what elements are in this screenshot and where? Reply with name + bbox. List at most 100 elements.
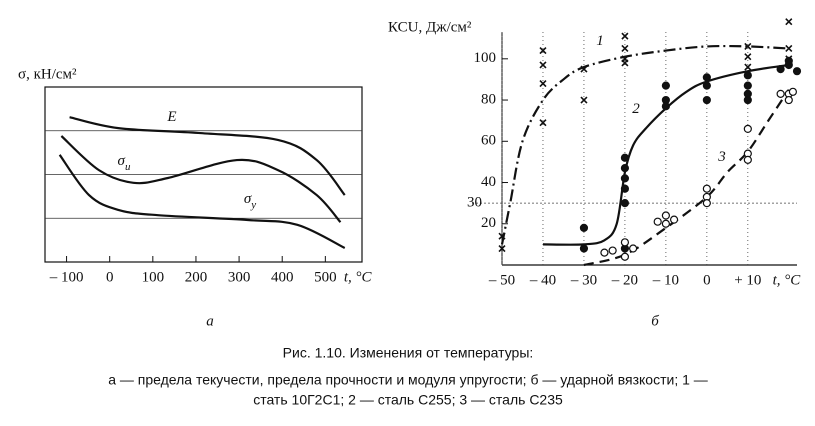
curve-label: σy xyxy=(244,191,256,210)
curve-label-subscript: и xyxy=(125,161,131,173)
x-tick-label: – 10 xyxy=(652,272,679,288)
x-tick-label: – 40 xyxy=(529,272,556,288)
circle-marker xyxy=(653,217,662,226)
curve xyxy=(58,154,346,249)
x-tick-label: 500 xyxy=(314,269,337,285)
curve-label-subscript: y xyxy=(250,199,256,211)
cross-marker xyxy=(744,42,752,50)
dot-marker xyxy=(702,81,711,90)
y-tick-label: 80 xyxy=(481,91,496,107)
cross-marker xyxy=(621,32,629,40)
caption-line: стать 10Г2С1; 2 — сталь С255; 3 — сталь … xyxy=(253,392,563,408)
cross-marker xyxy=(621,59,629,67)
dot-marker xyxy=(702,73,711,82)
caption-line: а — предела текучести, предела прочности… xyxy=(108,372,708,388)
dot-marker xyxy=(620,163,630,173)
y-tick-label: 40 xyxy=(481,174,496,190)
dot-marker xyxy=(702,95,711,105)
y-axis-label: КСU, Дж/см² xyxy=(388,19,472,35)
cross-marker xyxy=(539,119,547,127)
cross-marker xyxy=(539,61,547,69)
dot-marker xyxy=(743,95,752,105)
dot-marker xyxy=(620,174,630,183)
x-tick-label: 300 xyxy=(228,269,251,285)
circle-marker xyxy=(702,199,711,208)
cross-marker xyxy=(744,53,752,61)
curve-label: E xyxy=(166,109,176,125)
y-tick-label: 20 xyxy=(481,215,496,231)
circle-marker xyxy=(608,246,617,255)
dot-marker xyxy=(661,81,670,90)
dot-marker xyxy=(784,60,793,70)
x-tick-label: – 50 xyxy=(488,272,515,288)
x-tick-label: 200 xyxy=(185,269,208,285)
cross-marker xyxy=(539,46,547,55)
panel-label: б xyxy=(651,313,659,329)
y-axis-label: σ, кН/см² xyxy=(18,66,77,82)
circle-marker xyxy=(669,215,679,224)
curve-label: 3 xyxy=(717,149,726,165)
dot-marker xyxy=(743,81,752,90)
cross-marker xyxy=(580,96,588,104)
caption-title: Рис. 1.10. Изменения от температуры: xyxy=(283,345,534,361)
curve-label-text: σ xyxy=(118,153,126,169)
circle-marker xyxy=(620,252,630,261)
x-tick-label: 0 xyxy=(106,269,114,285)
circle-marker xyxy=(600,248,609,257)
x-tick-label: – 30 xyxy=(570,272,597,288)
curve-label-text: 1 xyxy=(596,33,604,49)
curve-label: 1 xyxy=(596,33,604,49)
cross-marker xyxy=(580,65,588,73)
dot-marker xyxy=(579,223,589,232)
x-tick-label: – 100 xyxy=(49,269,84,285)
dot-marker xyxy=(620,184,630,193)
dot-marker xyxy=(743,71,752,80)
curve-label-text: 3 xyxy=(717,149,726,165)
dot-marker xyxy=(579,244,589,253)
x-tick-label: 0 xyxy=(703,272,711,288)
x-tick-label: 400 xyxy=(271,269,294,285)
x-tick-label: 100 xyxy=(142,269,165,285)
circle-marker xyxy=(743,155,752,164)
curve xyxy=(542,63,789,246)
circle-marker xyxy=(620,238,630,247)
cross-marker xyxy=(539,79,547,88)
curve-label: 2 xyxy=(632,101,640,117)
reference-label: 30 xyxy=(467,195,482,211)
cross-marker xyxy=(498,232,506,240)
panel-label: а xyxy=(206,313,214,329)
dot-marker xyxy=(661,102,670,111)
dot-marker xyxy=(792,67,802,76)
cross-marker xyxy=(498,244,506,253)
cross-marker xyxy=(785,18,793,26)
curve xyxy=(583,89,790,267)
circle-marker xyxy=(784,95,793,105)
cross-marker xyxy=(744,63,752,71)
dot-marker xyxy=(620,153,630,162)
dot-marker xyxy=(620,199,630,208)
x-axis-label: t, °C xyxy=(773,272,802,288)
curve xyxy=(60,135,342,223)
circle-marker xyxy=(661,211,670,220)
circle-marker xyxy=(702,184,711,193)
x-tick-label: – 20 xyxy=(611,272,638,288)
dot-marker xyxy=(776,65,785,74)
x-axis-label: t, °C xyxy=(344,269,373,285)
curve xyxy=(69,116,346,196)
y-tick-label: 60 xyxy=(481,133,496,149)
curve-label-text: 2 xyxy=(632,101,640,117)
cross-marker xyxy=(785,44,793,53)
x-tick-label: + 10 xyxy=(734,272,761,288)
circle-marker xyxy=(788,87,798,96)
circle-marker xyxy=(743,124,752,134)
y-tick-label: 100 xyxy=(474,50,497,66)
circle-marker xyxy=(776,89,785,98)
cross-marker xyxy=(621,44,629,53)
curve xyxy=(500,44,789,245)
circle-marker xyxy=(661,219,670,228)
curve-label-text: E xyxy=(166,109,176,125)
curve-label-text: σ xyxy=(244,191,252,207)
curve-label: σи xyxy=(118,153,131,172)
